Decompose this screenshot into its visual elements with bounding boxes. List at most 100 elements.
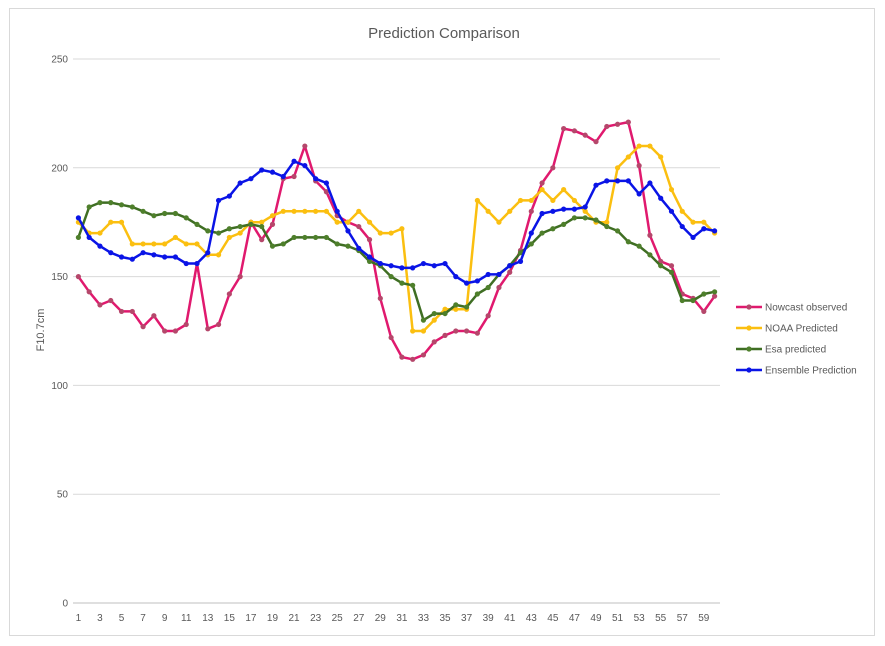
legend-item: NOAA Predicted: [736, 324, 838, 335]
series-line: [77, 201, 716, 322]
data-point: [366, 219, 373, 225]
data-point: [431, 317, 437, 323]
data-point: [712, 228, 718, 234]
data-point: [496, 271, 502, 278]
data-point: [453, 306, 459, 312]
data-point: [636, 143, 642, 149]
data-point: [269, 243, 276, 249]
data-point: [614, 178, 621, 184]
data-point: [356, 245, 362, 251]
data-point: [269, 221, 276, 227]
data-point: [151, 241, 157, 247]
legend-item: Nowcast observed: [736, 303, 847, 314]
data-point: [517, 197, 524, 204]
data-point: [453, 328, 459, 334]
data-point: [507, 263, 513, 269]
data-point: [420, 317, 427, 323]
x-tick-label: 33: [418, 613, 430, 624]
x-tick-label: 47: [569, 613, 581, 624]
data-point: [97, 200, 103, 206]
data-point: [237, 223, 243, 230]
data-point: [539, 180, 545, 186]
data-point: [474, 197, 480, 204]
data-point: [420, 260, 427, 267]
data-point: [388, 230, 394, 236]
data-point: [366, 254, 373, 260]
series-line: [77, 120, 716, 361]
data-point: [571, 128, 578, 134]
data-point: [388, 274, 394, 280]
data-point: [226, 193, 232, 199]
data-point: [571, 206, 578, 212]
data-point: [679, 208, 685, 214]
x-tick-label: 23: [310, 613, 322, 624]
data-point: [377, 260, 383, 267]
data-point: [183, 241, 189, 247]
x-tick-label: 5: [119, 613, 125, 624]
series-4: [75, 158, 718, 286]
data-point: [582, 132, 588, 138]
x-tick-label: 57: [677, 613, 689, 624]
data-point: [528, 208, 534, 214]
data-point: [313, 176, 319, 182]
x-tick-label: 3: [97, 613, 103, 624]
data-point: [399, 226, 405, 232]
x-tick-label: 25: [332, 613, 344, 624]
data-point: [162, 328, 168, 334]
data-point: [151, 213, 157, 219]
data-point: [205, 228, 211, 234]
legend-item: Esa predicted: [736, 345, 826, 356]
data-point: [625, 119, 631, 125]
data-point: [474, 278, 480, 284]
y-tick-label: 200: [51, 163, 68, 174]
chart-title: Prediction Comparison: [368, 25, 520, 42]
legend-swatch-marker: [746, 346, 752, 352]
x-tick-label: 41: [504, 613, 516, 624]
legend-label: Esa predicted: [765, 345, 826, 356]
data-point: [463, 304, 470, 310]
legend-swatch-marker: [746, 304, 752, 310]
y-tick-label: 0: [62, 599, 68, 610]
data-point: [485, 208, 491, 214]
data-point: [366, 237, 373, 243]
x-tick-label: 17: [245, 613, 257, 624]
data-point: [528, 241, 534, 247]
data-point: [205, 326, 211, 332]
data-point: [97, 243, 103, 249]
data-point: [323, 189, 330, 195]
data-point: [442, 332, 448, 338]
data-point: [118, 219, 125, 225]
data-point: [658, 263, 664, 269]
data-point: [162, 241, 168, 247]
series-3: [75, 200, 718, 323]
data-point: [248, 176, 254, 182]
data-point: [345, 228, 351, 234]
data-point: [712, 289, 718, 295]
data-point: [550, 208, 556, 214]
y-tick-label: 100: [51, 381, 68, 392]
data-point: [647, 232, 653, 238]
data-point: [604, 123, 610, 130]
data-point: [172, 328, 179, 334]
data-point: [248, 221, 254, 227]
data-point: [453, 274, 459, 280]
data-point: [302, 143, 308, 149]
data-point: [291, 234, 297, 241]
data-point: [647, 180, 653, 186]
data-point: [302, 163, 308, 169]
legend-label: Nowcast observed: [765, 303, 847, 314]
data-point: [593, 182, 599, 188]
data-point: [399, 265, 405, 271]
data-point: [431, 310, 437, 317]
data-point: [334, 219, 340, 225]
data-point: [356, 223, 362, 230]
data-point: [604, 223, 610, 230]
y-axis-label: F10.7cm: [35, 309, 47, 352]
x-tick-label: 43: [526, 613, 538, 624]
data-point: [140, 250, 146, 256]
y-tick-label: 150: [51, 272, 68, 283]
data-point: [313, 234, 319, 241]
data-point: [496, 284, 502, 291]
x-tick-label: 59: [698, 613, 710, 624]
